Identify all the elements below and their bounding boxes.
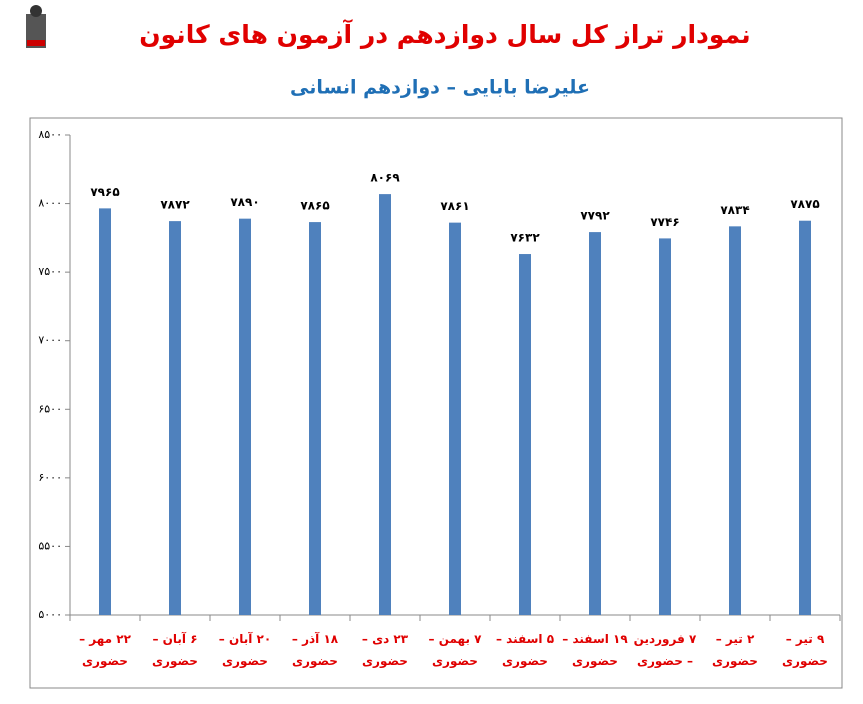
y-tick-label: ۷۵۰۰ — [38, 265, 62, 278]
x-tick-label: ۲۳ دی – حضوری — [361, 632, 409, 668]
bar — [309, 222, 321, 616]
bar — [519, 254, 531, 616]
x-tick-label: ۲ تیر – حضوری — [712, 632, 758, 668]
x-tick-label: ۵ اسفند – حضوری — [495, 632, 555, 668]
bar — [99, 208, 111, 615]
y-tick-label: ۶۵۰۰ — [38, 402, 62, 415]
data-label: ۷۸۷۲ — [160, 198, 190, 212]
bar — [589, 232, 601, 615]
data-label: ۷۸۶۵ — [300, 199, 329, 213]
x-tick-label: ۲۲ مهر – حضوری — [79, 632, 131, 668]
y-tick-label: ۸۰۰۰ — [38, 197, 62, 210]
y-tick-label: ۷۰۰۰ — [38, 334, 62, 347]
data-label: ۷۸۶۱ — [440, 199, 469, 213]
data-label: ۷۷۴۶ — [650, 215, 679, 229]
logo — [26, 5, 46, 48]
bar — [239, 218, 251, 615]
data-label: ۷۸۳۴ — [720, 203, 749, 217]
bar — [799, 220, 811, 615]
y-tick-label: ۵۰۰۰ — [38, 608, 62, 621]
x-tick-label: ۹ تیر – حضوری — [782, 632, 828, 668]
x-tick-label: ۱۸ آذر – حضوری — [291, 632, 339, 668]
x-tick-label: ۷ بهمن – حضوری — [428, 632, 482, 668]
data-label: ۷۸۷۵ — [790, 197, 819, 211]
chart-frame — [29, 117, 843, 689]
y-tick-label: ۸۵۰۰ — [38, 128, 62, 141]
y-tick-label: ۵۵۰۰ — [38, 539, 62, 552]
bar — [449, 222, 461, 616]
chart-subtitle: علیرضا بابایی – دوازدهم انسانی — [290, 77, 590, 99]
x-tick-label: ۶ آبان – حضوری — [152, 632, 198, 668]
data-label: ۷۹۶۵ — [90, 185, 119, 199]
data-label: ۷۷۹۲ — [580, 209, 610, 223]
data-label: ۷۸۹۰ — [230, 195, 259, 209]
bar — [659, 238, 671, 616]
bar — [379, 194, 391, 615]
x-tick-label: ۷ فروردین – حضوری — [633, 632, 697, 668]
bar — [169, 221, 181, 615]
x-tick-label: ۲۰ آبان – حضوری — [218, 632, 272, 668]
chart-title: نمودار تراز کل سال دوازدهم در آزمون های … — [139, 19, 750, 50]
data-label: ۷۶۳۲ — [510, 231, 540, 245]
y-tick-label: ۶۰۰۰ — [38, 471, 62, 484]
data-label: ۸۰۶۹ — [370, 171, 400, 185]
bar — [729, 226, 741, 615]
x-tick-label: ۱۹ اسفند – حضوری — [562, 632, 628, 668]
